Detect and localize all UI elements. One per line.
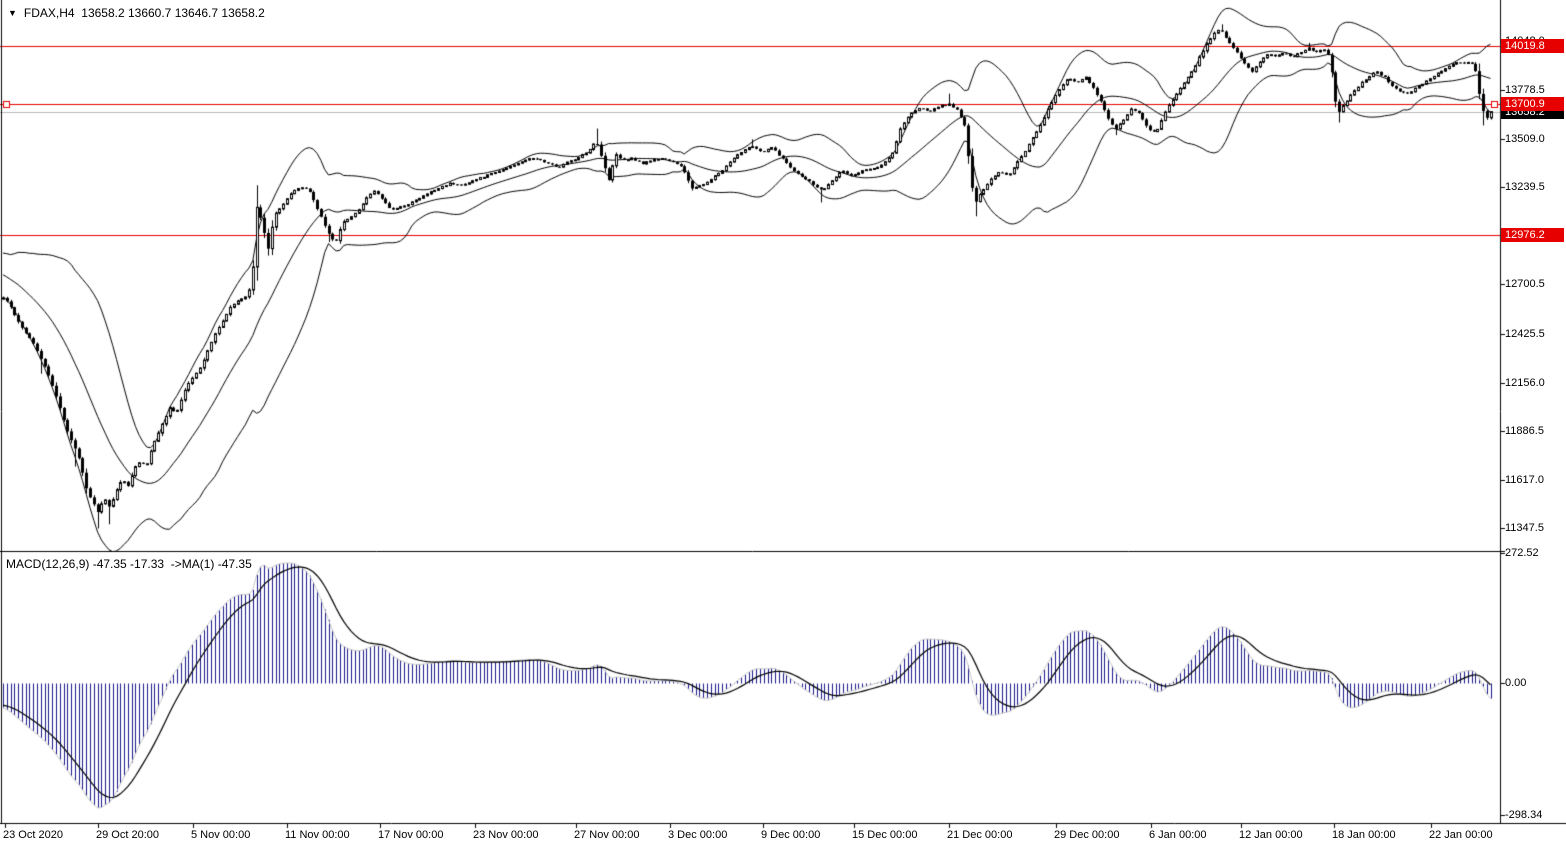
level-price-flag: 14019.8 [1501, 39, 1564, 54]
symbol-ohlc-readout: FDAX,H4 13658.2 13660.7 13646.7 13658.2 [23, 6, 265, 20]
time-tick-label: 29 Dec 00:00 [1054, 829, 1120, 841]
macd-indicator-label: MACD(12,26,9) -47.35 -17.33 ->MA(1) -47.… [6, 557, 252, 571]
macd-tick-label: 0.00 [1505, 677, 1527, 689]
time-tick-label: 12 Jan 00:00 [1239, 829, 1303, 841]
level-price-flag: 12976.2 [1501, 227, 1564, 242]
price-tick-label: 12156.0 [1505, 376, 1545, 389]
price-tick-label: 11886.5 [1505, 425, 1544, 438]
level-price-flag: 13700.9 [1501, 96, 1564, 111]
price-tick-label: 12425.5 [1505, 327, 1545, 340]
time-tick-label: 15 Dec 00:00 [852, 829, 918, 841]
time-tick-label: 23 Oct 2020 [3, 829, 63, 841]
price-axis[interactable] [1500, 0, 1566, 550]
time-tick-label: 6 Jan 00:00 [1149, 829, 1207, 841]
time-tick-label: 9 Dec 00:00 [761, 829, 821, 841]
time-tick-label: 17 Nov 00:00 [378, 829, 444, 841]
price-tick-label: 13509.0 [1505, 132, 1545, 145]
price-tick-label: 11347.5 [1505, 522, 1544, 535]
time-tick-label: 3 Dec 00:00 [668, 829, 728, 841]
collapse-chart-icon[interactable]: ▼ [8, 8, 17, 18]
price-tick-label: 13778.5 [1505, 83, 1545, 96]
time-tick-label: 29 Oct 20:00 [96, 829, 159, 841]
macd-tick-label: -298.34 [1505, 808, 1543, 821]
macd-tick-label: 272.52 [1505, 546, 1539, 559]
price-tick-label: 11617.0 [1505, 473, 1544, 486]
time-tick-label: 27 Nov 00:00 [574, 829, 640, 841]
chart-title-bar: ▼ FDAX,H4 13658.2 13660.7 13646.7 13658.… [8, 6, 265, 20]
time-tick-label: 5 Nov 00:00 [191, 829, 251, 841]
price-tick-label: 13239.5 [1505, 181, 1545, 194]
time-tick-label: 23 Nov 00:00 [473, 829, 539, 841]
time-tick-label: 22 Jan 00:00 [1429, 829, 1493, 841]
time-tick-label: 21 Dec 00:00 [947, 829, 1013, 841]
time-tick-label: 18 Jan 00:00 [1332, 829, 1396, 841]
price-tick-label: 12700.5 [1505, 278, 1545, 291]
time-tick-label: 11 Nov 00:00 [285, 829, 350, 841]
